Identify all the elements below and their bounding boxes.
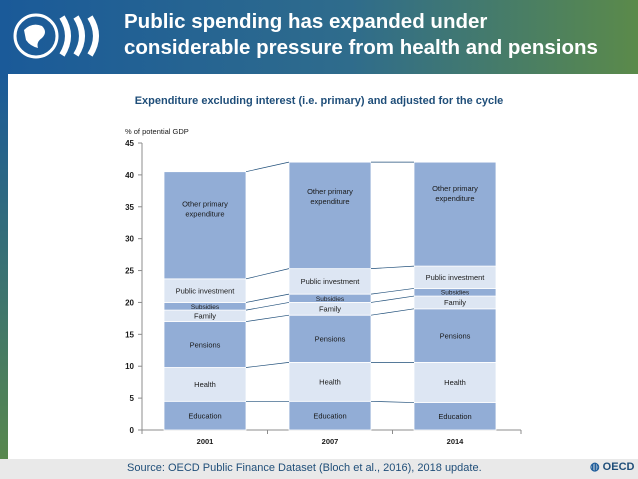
bar-segment-other-primary-expenditure xyxy=(413,161,497,267)
segment-label: Health xyxy=(194,380,216,389)
x-tick-label: 2001 xyxy=(197,437,214,446)
y-axis-label: % of potential GDP xyxy=(125,127,189,136)
segment-label: Family xyxy=(444,298,466,307)
y-tick-label: 40 xyxy=(125,171,134,180)
title-line-1: Public spending has expanded under xyxy=(124,10,488,33)
bar-segment-pensions xyxy=(413,308,497,363)
y-tick-label: 5 xyxy=(130,394,135,403)
connector-line xyxy=(245,293,290,303)
x-tick-label: 2007 xyxy=(322,437,339,446)
y-tick-label: 30 xyxy=(125,235,134,244)
connector-line xyxy=(370,400,415,403)
footer-band xyxy=(0,459,638,479)
page-title: Public spending has expanded under consi… xyxy=(124,9,634,61)
bar-segment-pensions xyxy=(288,314,372,363)
connector-line xyxy=(370,308,415,316)
segment-label: Public investment xyxy=(301,277,361,286)
segment-label: Public investment xyxy=(176,286,236,295)
segment-label: Other primary xyxy=(182,200,228,209)
segment-label: Subsidies xyxy=(316,296,345,303)
bar-segment-public-investment xyxy=(288,268,372,295)
segment-label: Subsidies xyxy=(191,304,220,311)
connector-line xyxy=(245,362,290,368)
bar-segment-education xyxy=(163,400,247,431)
bar-segment-other-primary-expenditure xyxy=(163,171,247,280)
x-tick-label: 2014 xyxy=(447,437,465,446)
segment-label: Health xyxy=(444,378,466,387)
connector-line xyxy=(245,268,290,280)
connector-line xyxy=(370,265,415,269)
bar-segment-health xyxy=(288,361,372,402)
segment-label: Pensions xyxy=(190,340,221,349)
segment-label: Family xyxy=(319,305,341,314)
bar-segment-education xyxy=(413,402,497,431)
y-tick-label: 25 xyxy=(125,267,134,276)
title-line-2: considerable pressure from health and pe… xyxy=(124,36,598,59)
segment-label: expenditure xyxy=(435,194,474,203)
connector-line xyxy=(245,314,290,322)
bar-segment-health xyxy=(163,367,247,402)
y-tick-label: 20 xyxy=(125,298,134,307)
globe-icon: ◍ xyxy=(590,461,600,473)
bar-segment-pensions xyxy=(163,321,247,368)
bar-segment-other-primary-expenditure xyxy=(288,161,372,270)
segment-label: Pensions xyxy=(440,331,471,340)
side-stripe xyxy=(0,74,8,479)
segment-label: Health xyxy=(319,378,341,387)
segment-label: expenditure xyxy=(310,197,349,206)
oecd-footer-logo-text: OECD xyxy=(602,461,635,473)
oecd-footer-logo: ◍ OECD xyxy=(590,460,634,473)
segment-label: Family xyxy=(194,312,216,321)
source-note: Source: OECD Public Finance Dataset (Blo… xyxy=(127,462,482,474)
y-tick-label: 10 xyxy=(125,362,134,371)
title-banner xyxy=(0,0,638,74)
connector-line xyxy=(245,161,290,173)
segment-label: Subsidies xyxy=(441,290,470,297)
segment-label: Education xyxy=(188,411,221,420)
segment-label: Other primary xyxy=(307,187,353,196)
y-tick-label: 35 xyxy=(125,203,134,212)
connector-line xyxy=(370,288,415,295)
segment-label: Pensions xyxy=(315,335,346,344)
segment-label: expenditure xyxy=(185,210,224,219)
bar-segment-education xyxy=(288,400,372,431)
chart-title: Expenditure excluding interest (i.e. pri… xyxy=(134,95,504,107)
connector-line xyxy=(370,295,415,303)
y-tick-label: 15 xyxy=(125,330,134,339)
segment-label: Education xyxy=(313,411,346,420)
oecd-globe-logo xyxy=(13,13,99,59)
y-tick-label: 0 xyxy=(130,426,135,435)
connector-line xyxy=(245,302,290,311)
segment-label: Education xyxy=(438,412,471,421)
segment-label: Other primary xyxy=(432,184,478,193)
y-tick-label: 45 xyxy=(125,139,134,148)
segment-label: Public investment xyxy=(426,273,486,282)
bar-segment-health xyxy=(413,361,497,403)
